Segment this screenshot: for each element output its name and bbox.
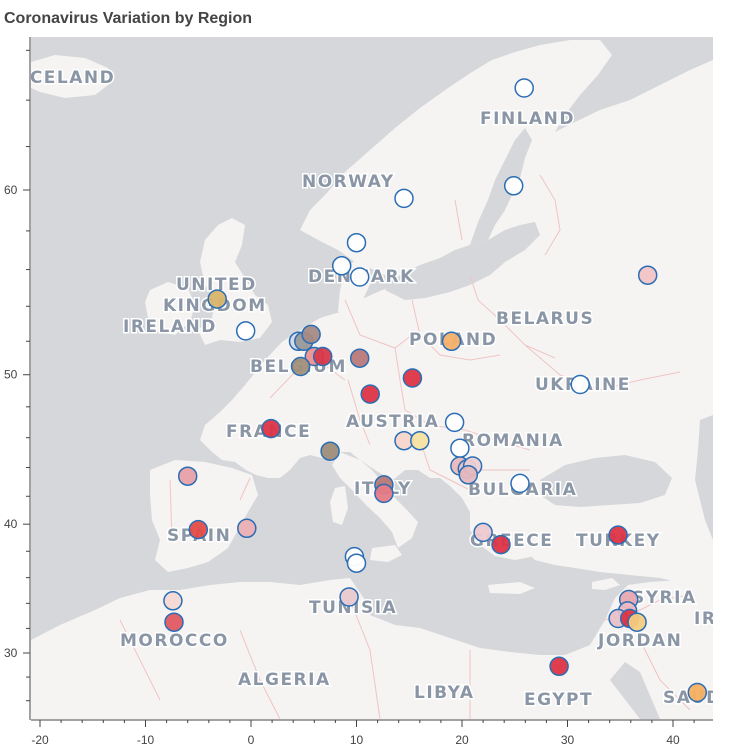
ireland: [145, 282, 195, 335]
data-point-11[interactable]: [301, 324, 321, 345]
y-tick-label: 60: [4, 183, 18, 197]
data-point-7[interactable]: [207, 289, 227, 309]
x-tick-label: 0: [248, 733, 255, 747]
baltic-sea: [385, 222, 540, 300]
basemap[interactable]: [31, 37, 713, 719]
country-label-syria: SYRIA: [632, 588, 697, 608]
country-label-romania: ROMANIA: [462, 431, 564, 451]
data-point-14[interactable]: [290, 356, 311, 377]
data-point-15[interactable]: [349, 348, 370, 368]
data-point-33[interactable]: [374, 483, 394, 504]
data-point-24[interactable]: [320, 441, 340, 461]
data-point-35[interactable]: [237, 518, 257, 539]
country-label-algeria: ALGERIA: [238, 670, 331, 690]
crete: [488, 582, 535, 594]
data-point-18[interactable]: [360, 384, 380, 404]
data-point-50[interactable]: [687, 682, 708, 703]
y-tick-label: 30: [4, 646, 18, 660]
scandinavia-landmass: [300, 40, 612, 278]
country-label-norway: NORWAY: [302, 172, 395, 192]
italy: [332, 452, 418, 548]
country-label-iraq: IRAQ: [694, 609, 747, 629]
data-point-21[interactable]: [444, 412, 465, 433]
country-label-iceland: ICELAND: [22, 68, 115, 88]
iceland: [31, 55, 112, 98]
data-point-0[interactable]: [514, 78, 534, 98]
cyprus: [592, 578, 620, 590]
country-label-ireland: IRELAND: [123, 317, 217, 337]
country-label-united: UNITED: [176, 275, 257, 295]
data-point-17[interactable]: [402, 368, 423, 388]
data-point-30[interactable]: [510, 473, 530, 494]
y-tick-label: 40: [4, 517, 18, 531]
black-sea: [540, 455, 672, 507]
data-point-5[interactable]: [349, 267, 370, 287]
chart-title: Coronavirus Variation by Region: [4, 10, 253, 27]
country-label-egypt: EGYPT: [524, 690, 593, 710]
x-tick-label: 30: [561, 733, 575, 747]
country-label-libya: LIBYA: [414, 683, 475, 703]
country-label-jordan: JORDAN: [597, 631, 682, 651]
data-point-19[interactable]: [570, 374, 590, 395]
data-point-31[interactable]: [177, 466, 198, 486]
gulf-of-bothnia: [470, 128, 532, 245]
data-point-8[interactable]: [235, 321, 256, 341]
country-label-finland: FINLAND: [480, 109, 575, 129]
country-borders: [119, 174, 691, 719]
africa-landmass: [31, 575, 713, 719]
data-point-3[interactable]: [346, 232, 367, 253]
data-points[interactable]: [163, 78, 708, 703]
data-point-37[interactable]: [491, 534, 511, 555]
data-point-20[interactable]: [261, 418, 281, 439]
data-point-40[interactable]: [346, 553, 367, 573]
data-point-4[interactable]: [331, 256, 352, 276]
country-label-belarus: BELARUS: [496, 309, 594, 329]
data-point-48[interactable]: [164, 612, 184, 632]
data-point-6[interactable]: [637, 265, 658, 285]
data-point-42[interactable]: [163, 591, 183, 611]
caspian-sea: [695, 415, 713, 540]
axes: -20 -10 0 10 20 30 40 30 40 50 60: [4, 37, 713, 747]
data-point-23[interactable]: [410, 430, 430, 451]
x-tick-label: 40: [666, 733, 680, 747]
sardinia: [330, 486, 348, 525]
data-point-34[interactable]: [188, 519, 209, 540]
x-tick-label: 10: [350, 733, 364, 747]
data-point-41[interactable]: [339, 587, 359, 607]
y-tick-label: 50: [4, 368, 18, 382]
country-label-tunisia: TUNISIA: [309, 598, 397, 618]
sicily: [370, 545, 402, 562]
anatolia: [520, 505, 713, 585]
data-point-49[interactable]: [549, 656, 569, 677]
iberia: [150, 460, 258, 572]
country-label-morocco: MOROCCO: [120, 631, 229, 651]
data-point-38[interactable]: [608, 525, 628, 545]
red-sea: [610, 662, 660, 719]
data-point-29[interactable]: [458, 465, 479, 485]
data-point-47[interactable]: [627, 612, 647, 632]
x-tick-label: 20: [455, 733, 469, 747]
data-point-25[interactable]: [450, 438, 470, 458]
great-britain: [198, 218, 272, 345]
country-label-austria: AUSTRIA: [346, 412, 439, 432]
data-point-1[interactable]: [503, 176, 524, 196]
data-point-16[interactable]: [441, 331, 462, 352]
data-point-2[interactable]: [394, 188, 414, 209]
europe-landmass: [200, 37, 713, 565]
x-tick-label: -20: [31, 733, 49, 747]
data-point-36[interactable]: [473, 522, 493, 543]
data-point-13[interactable]: [312, 346, 333, 367]
x-tick-label: -10: [137, 733, 155, 747]
